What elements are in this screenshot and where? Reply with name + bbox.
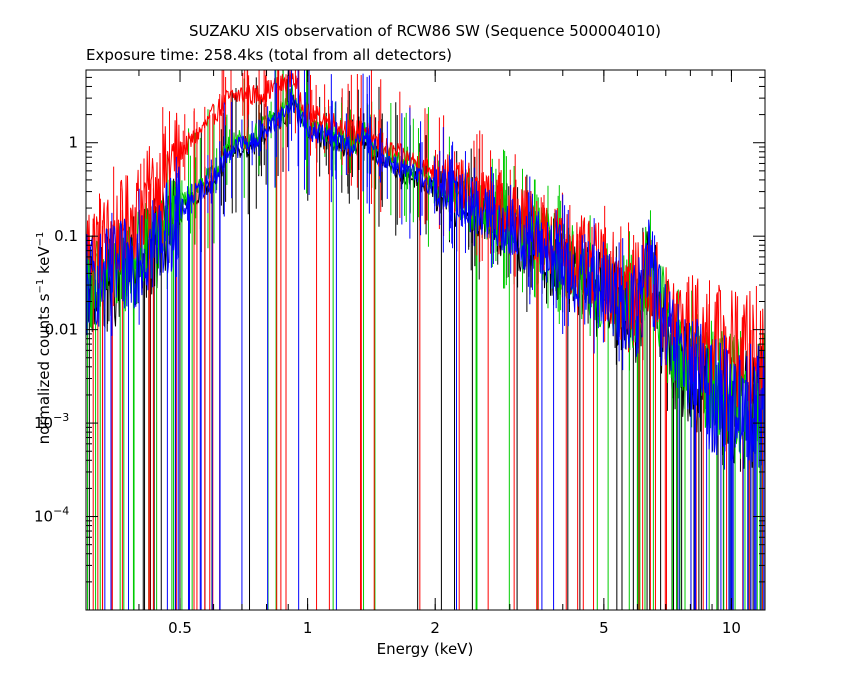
y-axis-label-part-1: normalized counts s	[35, 293, 53, 445]
x-tick-label: 10	[722, 619, 741, 637]
y-tick-label: 10−4	[34, 505, 69, 526]
x-tick-label: 5	[599, 619, 609, 637]
series-line	[85, 69, 766, 423]
series-2	[85, 70, 766, 610]
x-tick-label: 1	[303, 619, 313, 637]
series-layer	[85, 69, 766, 610]
y-tick-label: 1	[68, 134, 78, 152]
x-axis-label: Energy (keV)	[376, 640, 474, 658]
chart-title: SUZAKU XIS observation of RCW86 SW (Sequ…	[189, 22, 661, 40]
x-tick-label: 0.5	[168, 619, 192, 637]
y-tick-label: 0.01	[45, 321, 78, 339]
y-tick-label: 0.1	[54, 227, 78, 245]
y-axis-label: normalized counts s−1 keV−1	[35, 232, 53, 445]
chart-subtitle: Exposure time: 258.4ks (total from all d…	[86, 46, 453, 64]
y-axis-label-exp-1: −1	[35, 278, 46, 294]
y-axis-label-exp-2: −1	[35, 231, 46, 247]
x-tick-label: 2	[430, 619, 440, 637]
plot-frame	[85, 69, 766, 611]
y-axis-label-part-2: keV	[35, 246, 53, 279]
y-tick-label: 10−3	[34, 411, 69, 432]
series-line	[85, 92, 766, 467]
axes-layer: 0.5 1 2 5 10 1 0.1 0.01 10−3 10−4	[34, 69, 765, 637]
